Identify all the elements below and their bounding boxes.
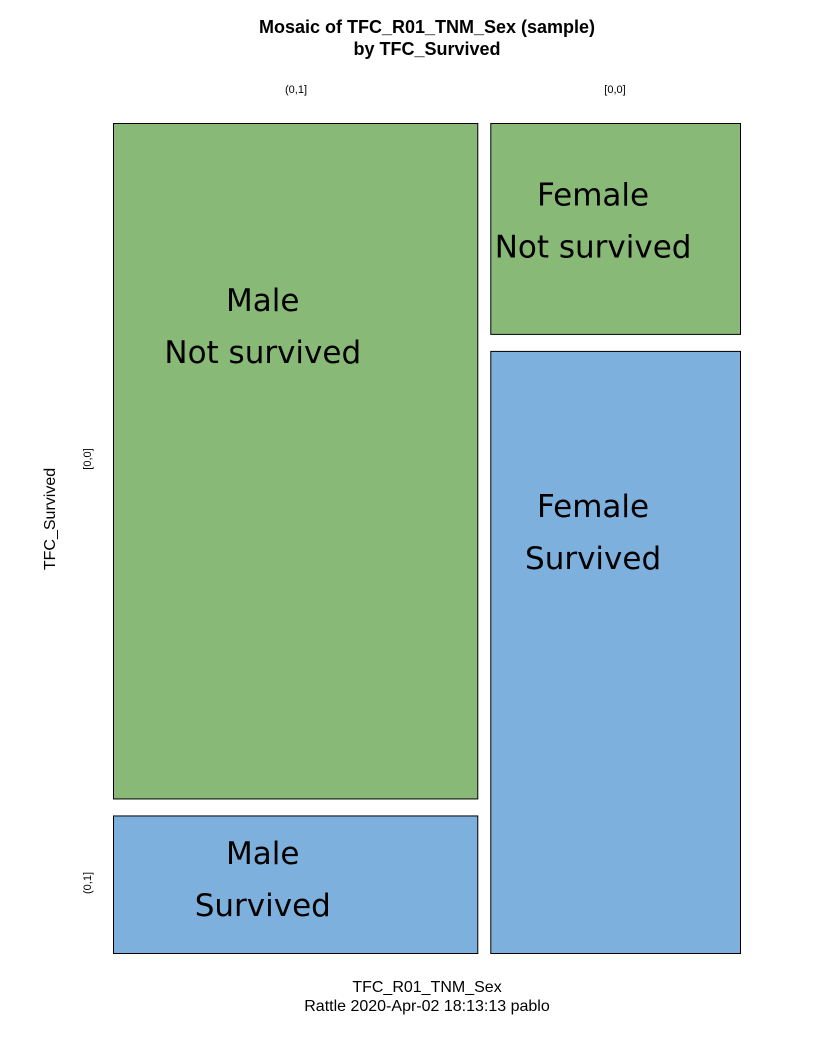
tile-label-male-not-survived-0: Male bbox=[226, 283, 299, 319]
tile-label-male-not-survived-1: Not survived bbox=[164, 335, 361, 371]
column-label-female: [0,0] bbox=[604, 84, 626, 96]
chart-caption: Rattle 2020-Apr-02 18:13:13 pablo bbox=[304, 998, 550, 1015]
tile-label-female-survived-1: Survived bbox=[525, 541, 661, 577]
tile-female-survived bbox=[490, 350, 741, 954]
tile-label-female-not-survived-0: Female bbox=[537, 177, 649, 213]
chart-title-line-2: by TFC_Survived bbox=[353, 39, 501, 59]
column-label-male: (0,1] bbox=[284, 84, 308, 96]
tile-male-not-survived bbox=[113, 123, 479, 800]
tile-label-female-survived-0: Female bbox=[537, 489, 649, 525]
chart-title-line-1: Mosaic of TFC_R01_TNM_Sex (sample) bbox=[258, 17, 596, 37]
x-axis-label: TFC_R01_TNM_Sex bbox=[352, 979, 502, 996]
tile-male-survived bbox=[113, 815, 479, 955]
tile-label-male-survived-1: Survived bbox=[195, 888, 331, 924]
tile-label-female-not-survived-1: Not survived bbox=[495, 229, 692, 265]
tile-female-not-survived bbox=[490, 123, 741, 335]
tile-label-male-survived-0: Male bbox=[226, 836, 299, 872]
